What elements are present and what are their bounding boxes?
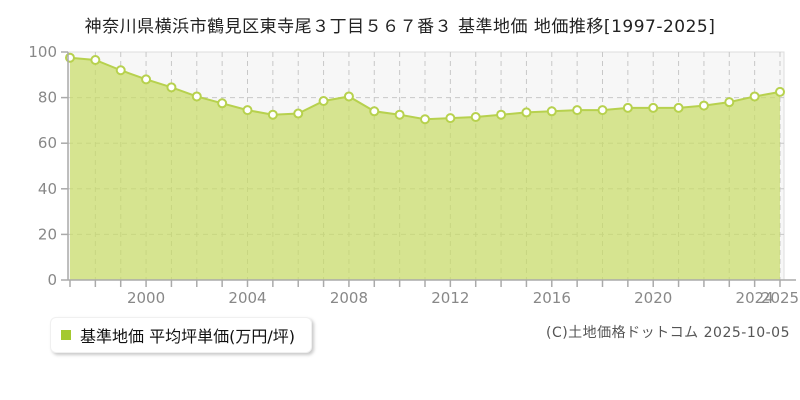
y-tick-label: 40 xyxy=(38,180,57,198)
x-tick-label: 2025 xyxy=(761,289,799,307)
price-trend-area-chart: 0 20 40 60 80 100 2000 2004 2008 2012 2016 2020 2024… xyxy=(28,43,799,307)
data-point-1999 xyxy=(115,65,126,76)
data-point-2012 xyxy=(445,113,456,124)
data-point-2016 xyxy=(546,106,557,117)
data-point-2021 xyxy=(673,102,684,113)
legend-series-swatch-icon xyxy=(61,330,71,340)
x-tick-label: 2016 xyxy=(533,289,571,307)
data-point-2024 xyxy=(749,91,760,102)
data-point-2004 xyxy=(242,105,253,116)
data-point-2008 xyxy=(343,91,354,102)
data-point-2014 xyxy=(496,109,507,120)
y-tick-label: 80 xyxy=(38,89,57,107)
data-point-2020 xyxy=(648,102,659,113)
data-point-2022 xyxy=(698,100,709,111)
x-tick-label: 2024 xyxy=(736,289,774,307)
data-point-2019 xyxy=(622,102,633,113)
data-point-2000 xyxy=(141,74,152,85)
chart-title: 神奈川県横浜市鶴見区東寺尾３丁目５６７番３ 基準地価 地価推移[1997-202… xyxy=(84,17,716,37)
data-point-2010 xyxy=(394,109,405,120)
y-tick-label: 0 xyxy=(47,271,57,289)
data-point-2023 xyxy=(724,97,735,108)
x-tick-label: 2008 xyxy=(330,289,368,307)
x-tick-label: 2012 xyxy=(431,289,469,307)
y-tick-label: 20 xyxy=(38,225,57,243)
x-tick-label: 2020 xyxy=(634,289,672,307)
data-point-1998 xyxy=(90,54,101,65)
legend: 基準地価 平均坪単価(万円/坪) xyxy=(50,317,312,353)
data-point-2018 xyxy=(597,105,608,116)
y-tick-label: 60 xyxy=(38,134,57,152)
x-tick-label: 2004 xyxy=(228,289,266,307)
data-point-2005 xyxy=(267,109,278,120)
data-point-2007 xyxy=(318,96,329,107)
data-point-2015 xyxy=(521,107,532,118)
data-point-2017 xyxy=(572,105,583,116)
data-point-2001 xyxy=(166,82,177,93)
legend-series-label: 基準地価 平均坪単価(万円/坪) xyxy=(80,327,295,346)
data-point-2011 xyxy=(420,114,430,125)
x-tick-label: 2000 xyxy=(127,289,165,307)
data-point-2025 xyxy=(775,86,785,97)
data-point-2013 xyxy=(470,111,481,122)
y-tick-label: 100 xyxy=(28,43,57,61)
data-point-2003 xyxy=(217,98,228,109)
data-point-1997 xyxy=(65,52,75,63)
data-point-2002 xyxy=(191,91,202,102)
data-point-2009 xyxy=(369,106,380,117)
copyright-notice: (C)土地価格ドットコム 2025-10-05 xyxy=(545,325,790,341)
data-point-2006 xyxy=(293,108,304,119)
